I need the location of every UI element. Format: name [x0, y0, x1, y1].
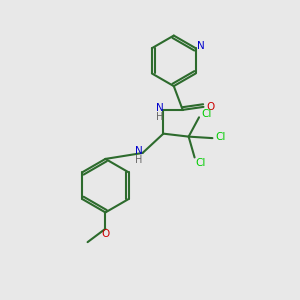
Text: N: N: [135, 146, 143, 156]
Text: O: O: [206, 102, 214, 112]
Text: Cl: Cl: [195, 158, 206, 168]
Text: N: N: [156, 103, 164, 113]
Text: N: N: [197, 41, 205, 51]
Text: Cl: Cl: [201, 109, 212, 119]
Text: Cl: Cl: [216, 132, 226, 142]
Text: H: H: [135, 154, 143, 164]
Text: H: H: [156, 112, 163, 122]
Text: O: O: [101, 229, 110, 239]
